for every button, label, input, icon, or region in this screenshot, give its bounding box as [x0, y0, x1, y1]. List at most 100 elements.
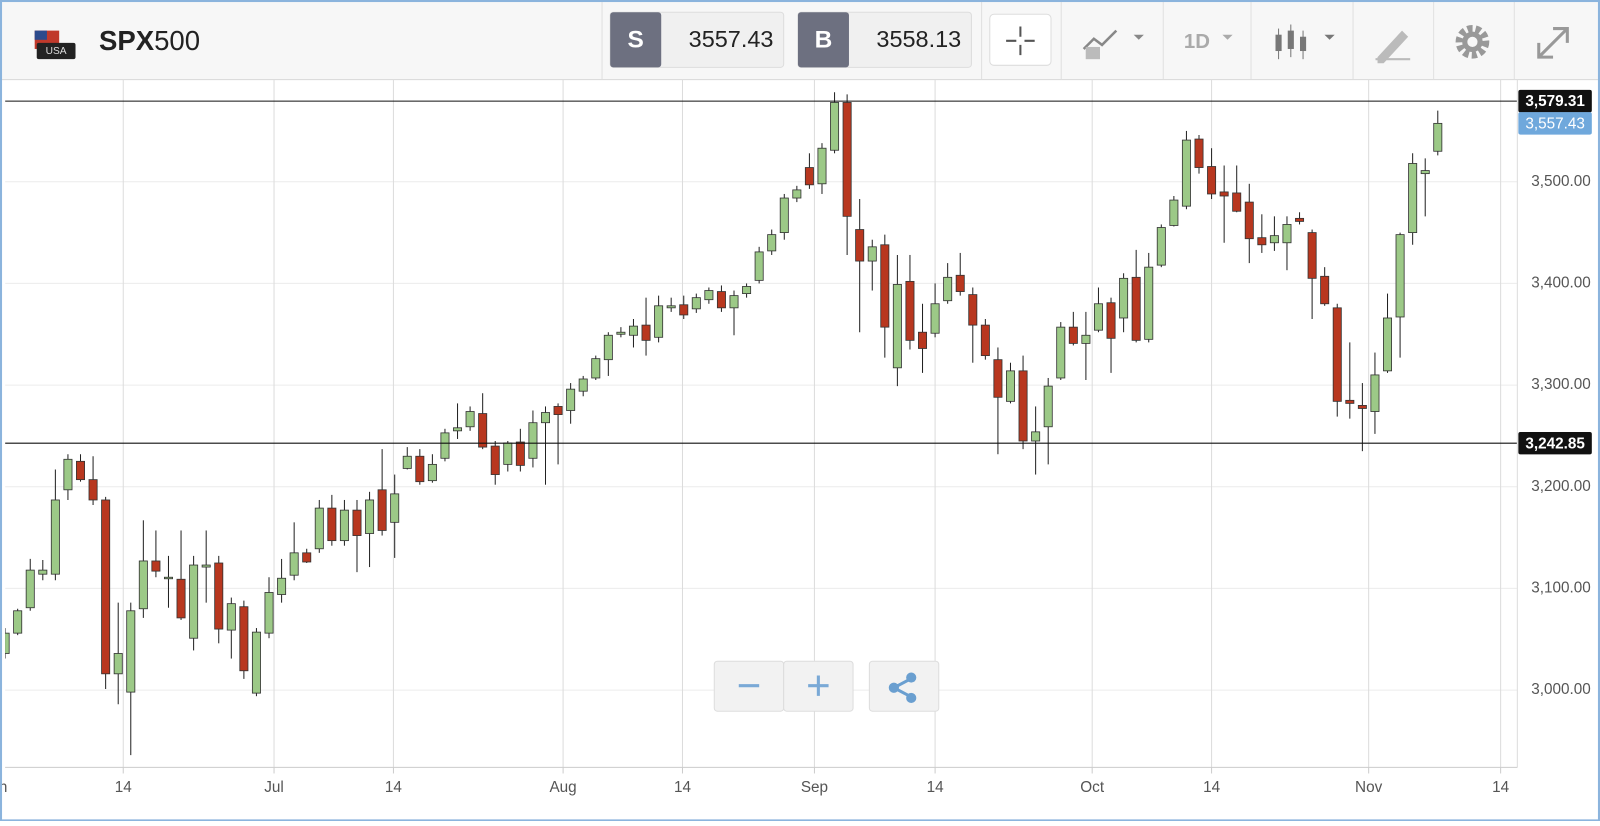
candle-body — [1181, 139, 1191, 207]
candle-body — [704, 290, 714, 301]
axes: 3,000.00 3,100.00 3,200.00 3,300.00 3,400.00… — [0, 89, 1592, 796]
candle-body — [691, 297, 701, 310]
candle-body — [779, 197, 789, 234]
x-tick-label: 14 — [674, 779, 692, 796]
candle-body — [1383, 317, 1393, 372]
flag-label: USA — [46, 46, 67, 57]
x-tick-label: 14 — [1492, 779, 1510, 796]
candle-body — [1420, 170, 1430, 175]
price-badge-label: 3,579.31 — [1525, 93, 1585, 110]
draw-button[interactable] — [1375, 30, 1411, 64]
sell-label: S — [628, 26, 644, 53]
candle-body — [1194, 138, 1204, 168]
candle-body — [628, 325, 638, 336]
candle-body — [126, 610, 136, 693]
candle-body — [817, 147, 827, 185]
candle-body — [163, 576, 173, 580]
candle-body — [1320, 275, 1330, 305]
current-price-badge — [1518, 112, 1592, 135]
candle-body — [427, 463, 437, 482]
candle-body — [25, 569, 35, 609]
candle-body — [980, 324, 990, 357]
candle-body — [804, 167, 814, 186]
candle-body — [1257, 237, 1267, 246]
candle-body — [13, 610, 23, 634]
x-tick-label: Sep — [801, 779, 828, 796]
candle-body — [1056, 326, 1066, 379]
candle-body — [176, 578, 186, 619]
x-tick-label: Oct — [1080, 779, 1105, 796]
candle-body — [201, 564, 211, 568]
candle-body — [402, 455, 412, 469]
candle-body — [88, 479, 98, 501]
candle-body — [754, 251, 764, 281]
candle-body — [1106, 302, 1116, 339]
candle-body — [264, 592, 274, 634]
candle-body — [1068, 326, 1078, 344]
candle-body — [50, 499, 60, 575]
candle-body — [767, 234, 777, 252]
candle-body — [1081, 334, 1091, 344]
candle-body — [679, 304, 689, 316]
candle-body — [855, 229, 865, 262]
candle-body — [1395, 234, 1405, 318]
zoom-out-button[interactable] — [713, 660, 785, 712]
sell-button[interactable]: S 3557.43 — [609, 11, 785, 68]
x-tick-label: Jul — [264, 779, 284, 796]
candle-type-button[interactable] — [1275, 24, 1335, 60]
candle-body — [1232, 192, 1242, 212]
candle-body — [528, 422, 538, 459]
candle-body — [465, 411, 475, 428]
candle-body — [1307, 232, 1317, 279]
candle-body — [151, 560, 161, 572]
candle-body — [339, 509, 349, 542]
candle-body — [591, 358, 601, 379]
current-price-label: 3,557.43 — [1525, 115, 1585, 132]
candle-body — [905, 280, 915, 341]
candle-body — [415, 455, 425, 483]
candle-body — [76, 460, 85, 481]
interval-button[interactable]: 1D — [1184, 31, 1233, 53]
candle-body — [1219, 191, 1229, 197]
candle-body — [453, 427, 463, 432]
candle-body — [478, 413, 488, 448]
plot-area — [5, 79, 1518, 768]
chart-style-button[interactable] — [1082, 29, 1144, 60]
price-badge — [1518, 89, 1592, 113]
candle-body — [138, 560, 148, 610]
x-tick-label: Nov — [1355, 779, 1383, 796]
candle-body — [1332, 307, 1342, 402]
candle-body — [226, 603, 236, 631]
candle-body — [1282, 224, 1292, 244]
crosshair-button[interactable] — [989, 13, 1052, 66]
symbol-prefix: SPX — [99, 25, 155, 56]
candle-body — [1408, 163, 1418, 234]
candle-body — [101, 499, 111, 675]
fullscreen-button[interactable] — [1537, 27, 1569, 59]
interval-label: 1D — [1184, 31, 1210, 53]
candle-body — [654, 305, 664, 338]
candle-body — [214, 562, 224, 630]
candle-body — [1357, 405, 1367, 409]
candle-body — [918, 331, 928, 349]
candle-body — [842, 102, 852, 217]
candle-body — [38, 569, 48, 575]
candle-body — [1018, 370, 1028, 442]
buy-label: B — [815, 26, 833, 53]
candle-body — [792, 189, 802, 199]
candle-body — [239, 606, 249, 672]
share-button[interactable] — [868, 660, 940, 712]
settings-button[interactable] — [1455, 24, 1490, 59]
candle-body — [503, 442, 513, 465]
candle-body — [1043, 385, 1053, 428]
candle-body — [1244, 201, 1254, 240]
candle-body — [390, 493, 400, 523]
zoom-in-button[interactable] — [783, 660, 854, 712]
candle-body — [1370, 374, 1380, 412]
candle-body — [1119, 277, 1129, 319]
candle-body — [993, 359, 1003, 398]
price-badge-label: 3,242.85 — [1525, 435, 1585, 452]
buy-button[interactable]: B 3558.13 — [797, 11, 972, 68]
